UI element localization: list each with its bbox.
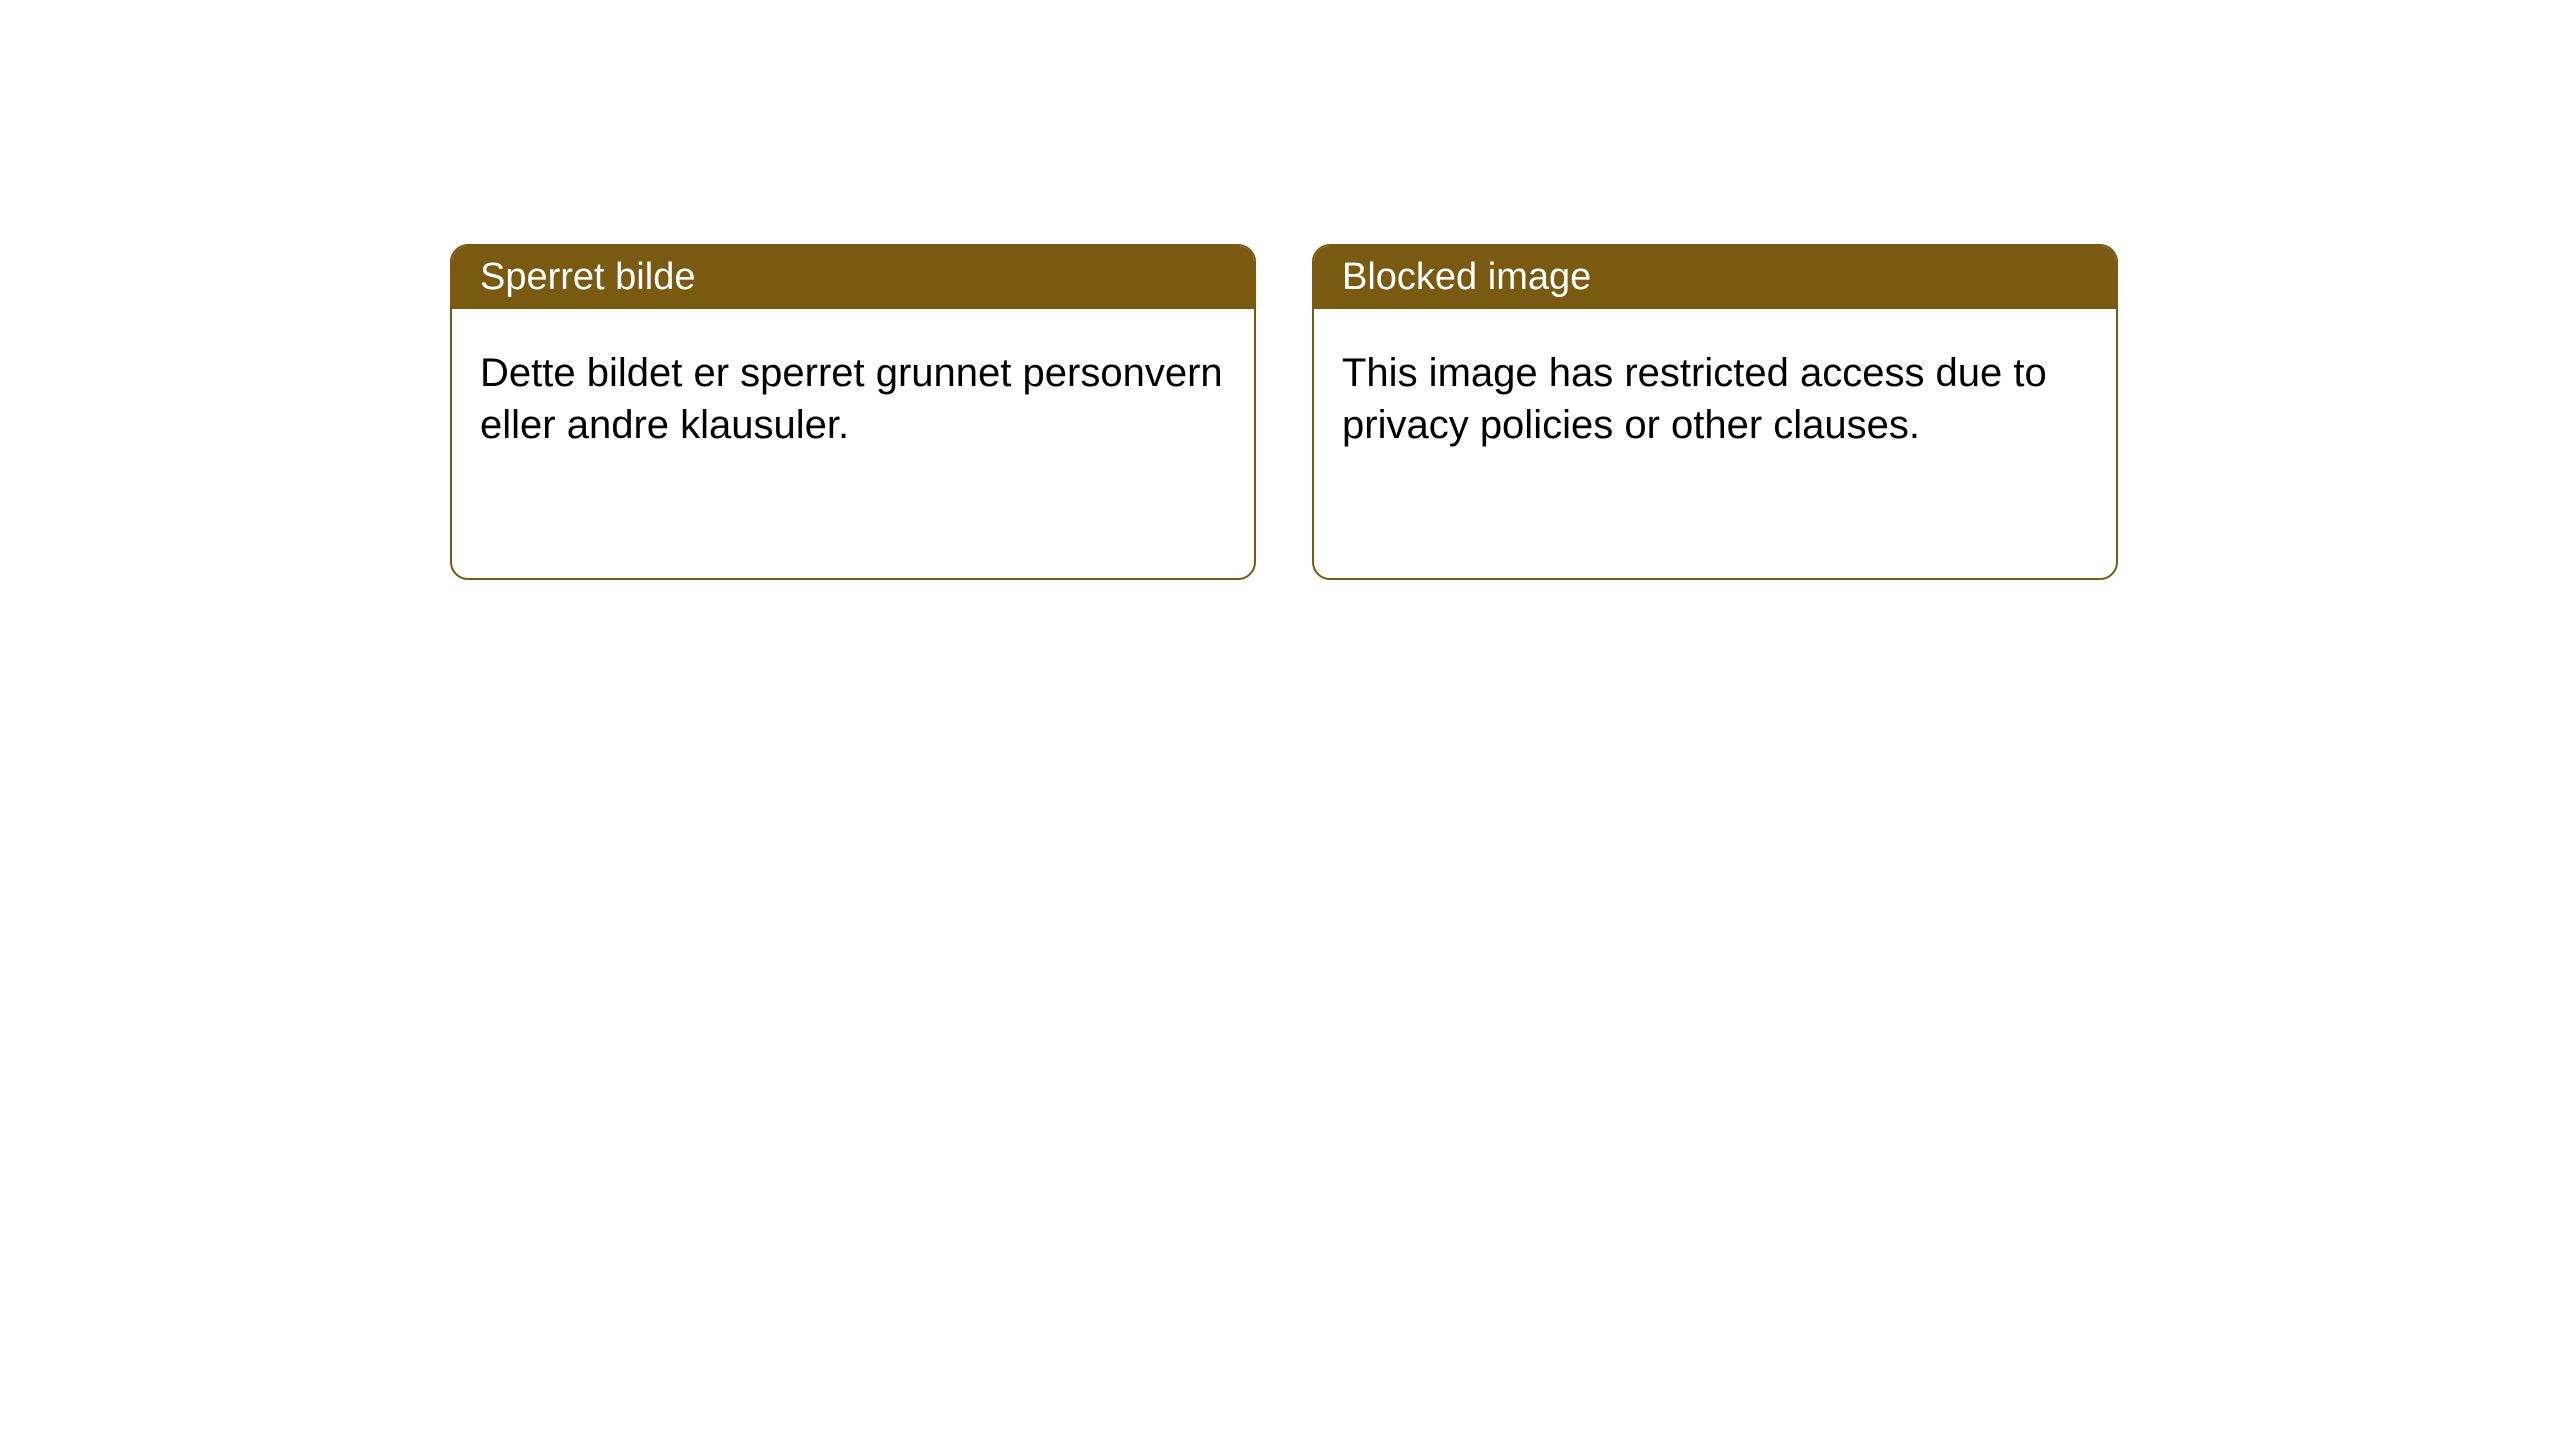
card-header: Blocked image [1314, 246, 2116, 309]
blocked-image-card-english: Blocked image This image has restricted … [1312, 244, 2118, 580]
blocked-image-card-norwegian: Sperret bilde Dette bildet er sperret gr… [450, 244, 1256, 580]
card-body: This image has restricted access due to … [1314, 309, 2116, 489]
card-title: Sperret bilde [480, 256, 695, 298]
card-title: Blocked image [1342, 256, 1591, 298]
notice-container: Sperret bilde Dette bildet er sperret gr… [0, 0, 2560, 580]
card-header: Sperret bilde [452, 246, 1254, 309]
card-body: Dette bildet er sperret grunnet personve… [452, 309, 1254, 489]
card-body-text: This image has restricted access due to … [1342, 351, 2047, 447]
card-body-text: Dette bildet er sperret grunnet personve… [480, 351, 1223, 447]
